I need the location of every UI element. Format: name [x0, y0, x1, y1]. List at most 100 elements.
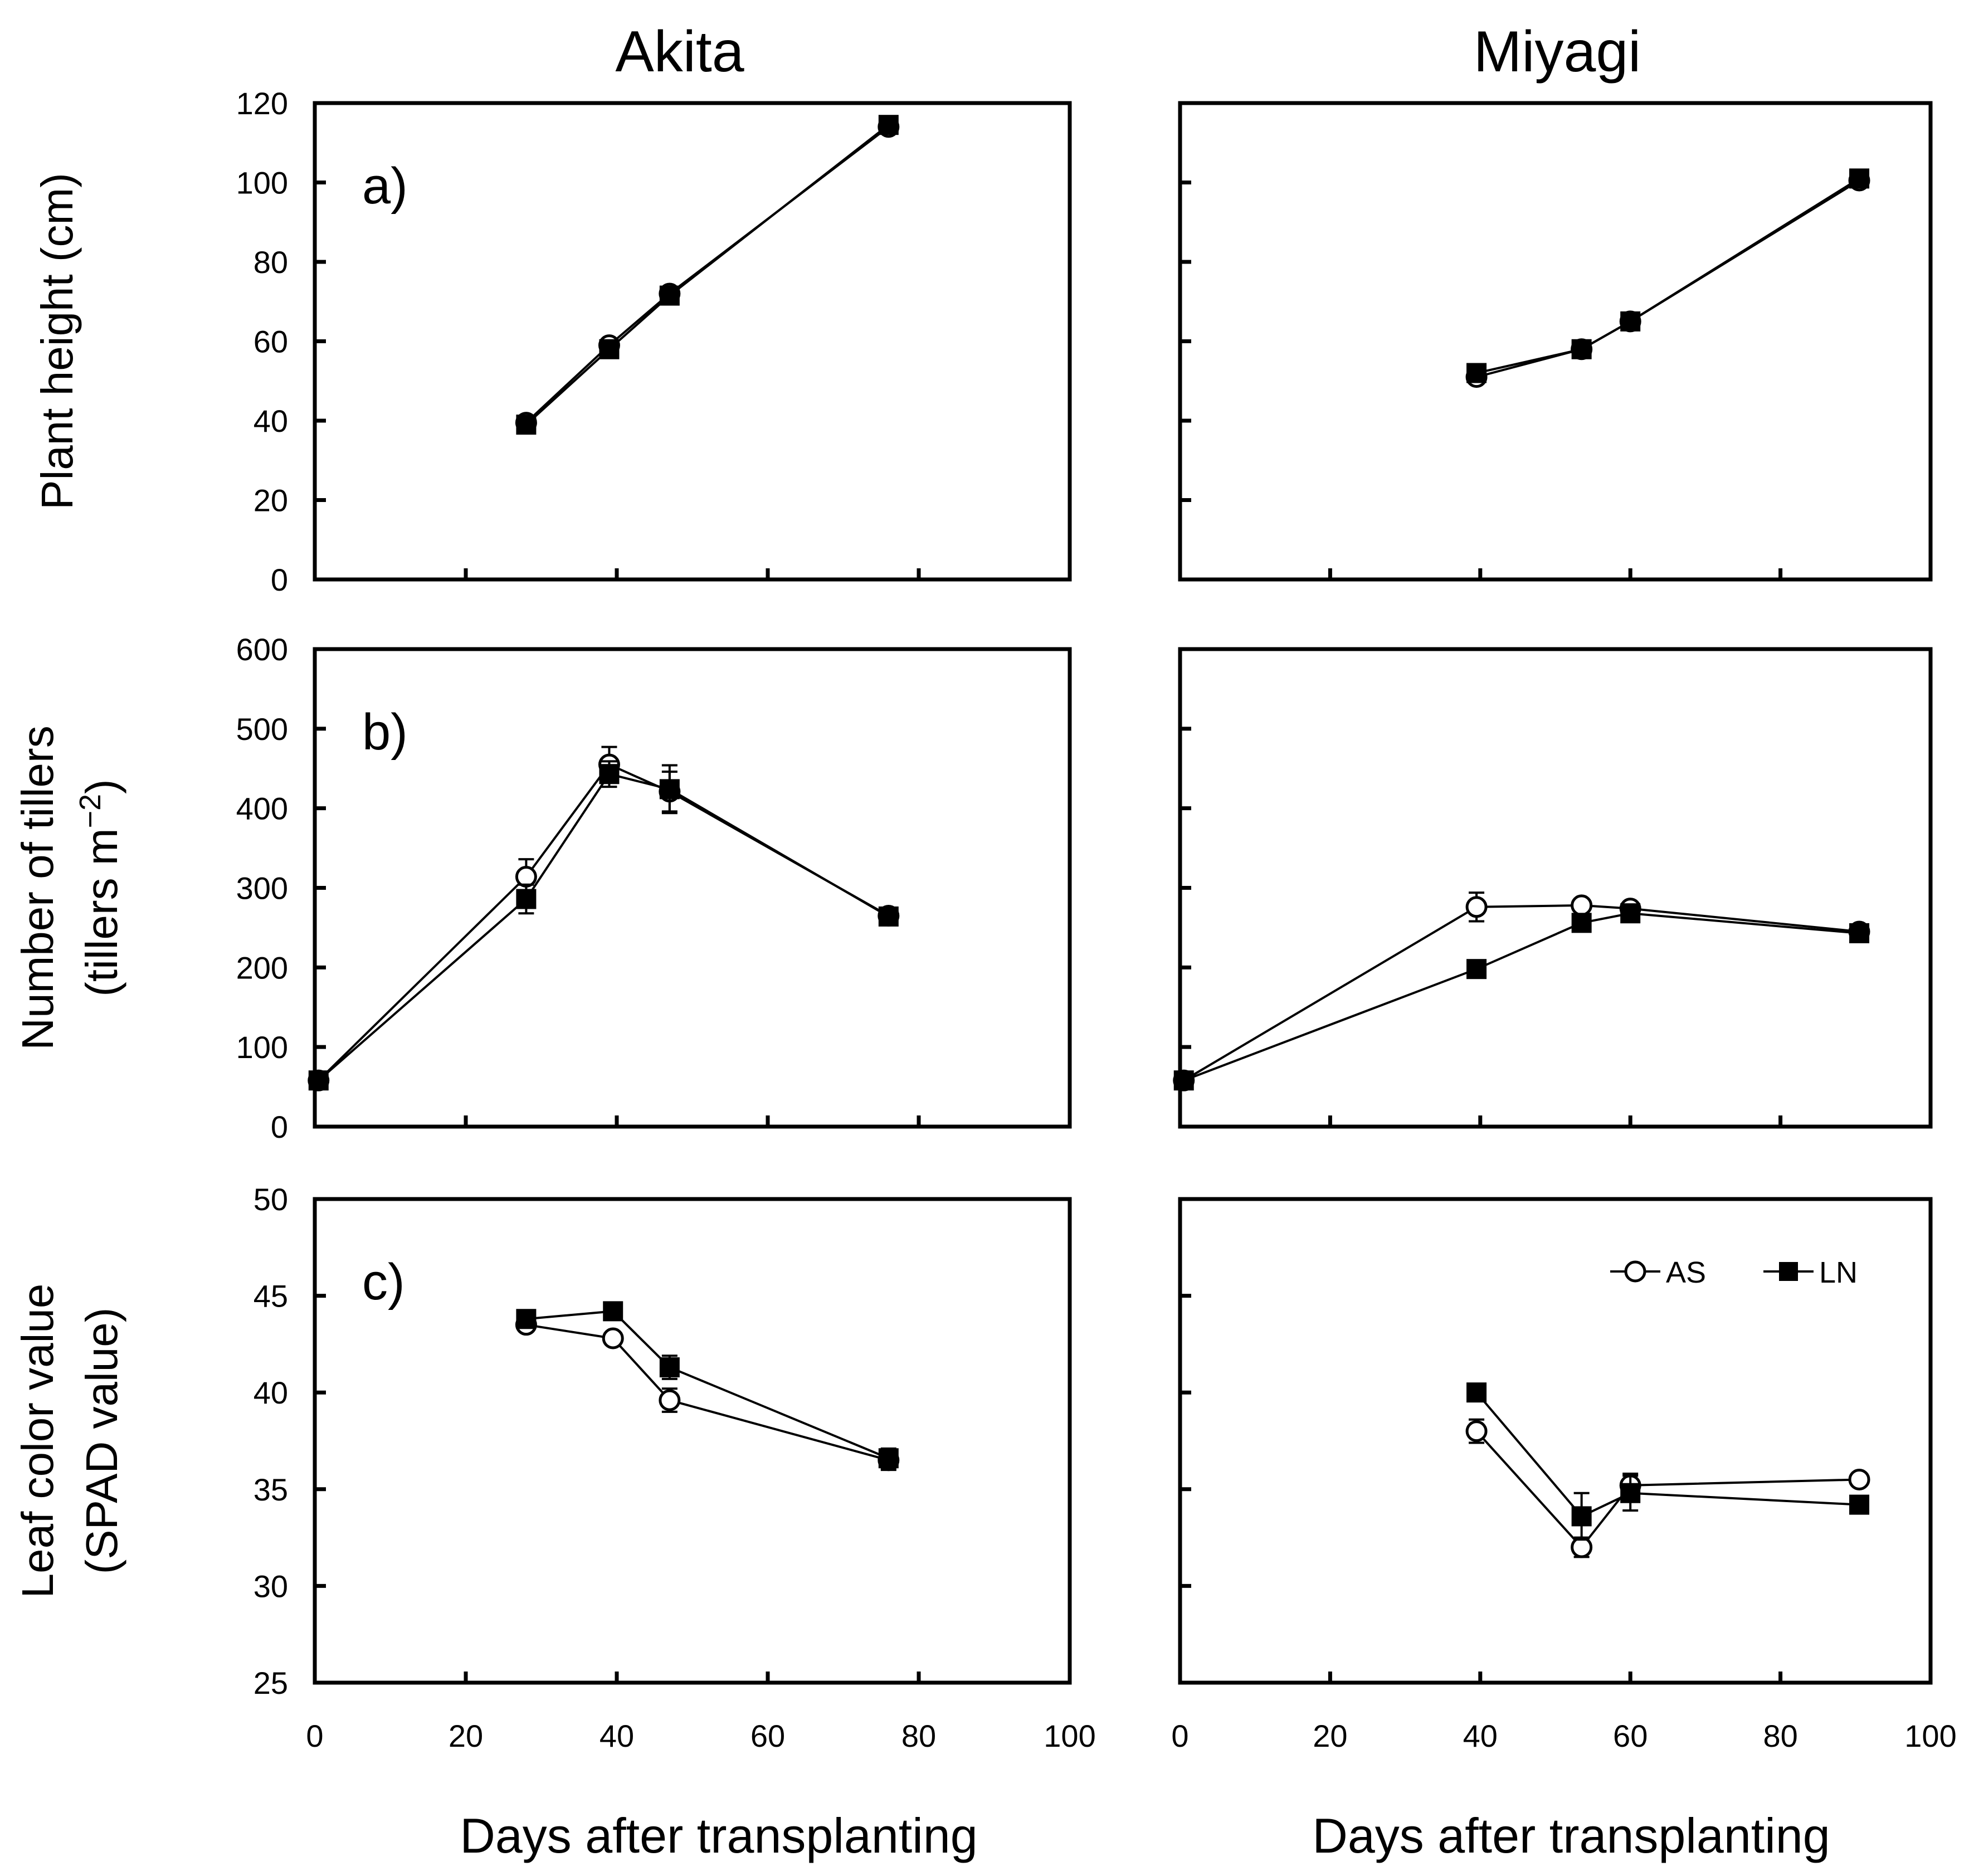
- series-line-ln: [318, 772, 889, 1081]
- data-point-ln: [1849, 1494, 1870, 1515]
- x-tick-label: 0: [1171, 1718, 1188, 1753]
- x-tick-label: 40: [600, 1718, 634, 1753]
- y-tick-label: 200: [236, 950, 288, 985]
- y-axis-units-exponent: −2: [74, 794, 107, 829]
- y-tick-label: 100: [236, 165, 288, 201]
- data-point-ln: [878, 1448, 899, 1469]
- y-tick-label: 0: [271, 1109, 288, 1144]
- legend-label-as: AS: [1666, 1256, 1706, 1289]
- x-tick-label: 60: [1613, 1718, 1648, 1753]
- y-tick-label: 60: [254, 324, 288, 359]
- y-tick-label: 0: [271, 562, 288, 597]
- plot-frame: [1178, 1197, 1933, 1685]
- x-tick-label: 40: [1463, 1718, 1498, 1753]
- plot-frame: [1178, 101, 1933, 582]
- x-tick-label: 0: [306, 1718, 323, 1753]
- y-tick-label: 40: [254, 1375, 288, 1410]
- data-point-ln: [516, 889, 537, 909]
- panel-b-miyagi: [1173, 647, 1933, 1129]
- y-tick-label: 35: [254, 1472, 288, 1507]
- series-line-as: [1476, 179, 1860, 378]
- panel-letter: b): [362, 704, 408, 761]
- y-tick-label: 25: [254, 1665, 288, 1700]
- data-point-as: [1465, 896, 1488, 918]
- y-axis-label-units: (tillers m−2): [74, 779, 126, 996]
- data-point-ln: [1849, 923, 1870, 943]
- y-axis-label: Plant height (cm): [32, 173, 82, 510]
- y-axis-label: Leaf color value: [13, 1284, 62, 1599]
- plot-frame: [313, 647, 1072, 1129]
- data-point-ln: [308, 1070, 329, 1091]
- x-tick-label: 60: [750, 1718, 785, 1753]
- x-tick-label: 80: [901, 1718, 936, 1753]
- y-tick-label: 300: [236, 871, 288, 906]
- x-tick-label: 100: [1904, 1718, 1956, 1753]
- plot-frame: [313, 1197, 1072, 1685]
- x-tick-label: 100: [1044, 1718, 1095, 1753]
- data-point-ln: [1620, 1483, 1641, 1503]
- series-line-ln: [525, 124, 890, 426]
- data-point-ln: [1173, 1070, 1194, 1091]
- panel-letter: a): [362, 158, 408, 215]
- y-tick-label: 600: [236, 632, 288, 667]
- panel-a-miyagi: [1178, 101, 1933, 582]
- data-point-as: [515, 866, 537, 888]
- data-point-ln: [1466, 1382, 1487, 1403]
- y-axis-units-base: (tillers m: [77, 829, 126, 997]
- data-point-ln: [659, 1357, 680, 1378]
- data-point-ln: [878, 906, 899, 927]
- y-tick-label: 500: [236, 712, 288, 747]
- data-point-ln: [516, 1309, 537, 1329]
- y-tick-label: 80: [254, 245, 288, 280]
- xlabel-akita: Days after transplanting: [460, 1808, 977, 1863]
- series-line-as: [526, 1323, 889, 1461]
- data-point-as: [1848, 1468, 1870, 1490]
- data-point-as: [659, 1389, 681, 1411]
- y-tick-label: 20: [254, 483, 288, 518]
- panel-c-akita: 25 30 35 40 45 50 0 20 40 60 80 100 c) Leaf color val…: [13, 1182, 1096, 1753]
- legend-label-ln: LN: [1819, 1256, 1858, 1289]
- y-axis-label-units: (SPAD value): [77, 1308, 126, 1575]
- data-point-ln: [1571, 339, 1592, 359]
- y-tick-label: 400: [236, 791, 288, 826]
- data-point-ln: [1849, 168, 1870, 189]
- data-point-ln: [1620, 311, 1641, 332]
- data-point-ln: [516, 415, 537, 435]
- data-point-ln: [1571, 1506, 1592, 1527]
- series-line-ln: [526, 1310, 889, 1460]
- data-point-ln: [599, 339, 620, 359]
- y-tick-label: 50: [254, 1182, 288, 1217]
- series-line-ln: [1475, 1391, 1860, 1518]
- plot-frame: [313, 101, 1072, 582]
- x-tick-label: 20: [449, 1718, 483, 1753]
- panel-c-miyagi: 0 20 40 60 80 100 AS LN: [1171, 1197, 1957, 1753]
- xlabel-miyagi: Days after transplanting: [1312, 1808, 1830, 1863]
- series-line-as: [318, 763, 889, 1081]
- data-point-ln: [1620, 903, 1641, 924]
- data-point-ln: [603, 1301, 623, 1322]
- y-tick-label: 40: [254, 403, 288, 438]
- series-line-as: [1475, 1430, 1860, 1549]
- data-point-as: [1465, 1420, 1488, 1443]
- plot-frame: [1178, 647, 1933, 1129]
- column-title-akita: Akita: [615, 20, 744, 84]
- series-line-as: [1183, 904, 1860, 1081]
- y-tick-label: 100: [236, 1030, 288, 1065]
- x-tick-label: 20: [1313, 1718, 1347, 1753]
- data-point-ln: [878, 115, 899, 135]
- y-tick-label: 120: [236, 86, 288, 121]
- y-axis-label: Number of tillers: [13, 725, 62, 1050]
- y-axis-units-close: ): [77, 779, 126, 794]
- data-point-ln: [1466, 959, 1487, 980]
- series-line-ln: [1476, 177, 1860, 374]
- y-tick-label: 45: [254, 1279, 288, 1314]
- legend-marker-ln: [1779, 1262, 1798, 1281]
- legend-marker-as: [1624, 1260, 1646, 1283]
- data-point-ln: [1571, 913, 1592, 933]
- column-title-miyagi: Miyagi: [1474, 20, 1641, 84]
- data-point-ln: [599, 764, 620, 784]
- data-point-ln: [659, 779, 680, 800]
- data-point-ln: [659, 285, 680, 306]
